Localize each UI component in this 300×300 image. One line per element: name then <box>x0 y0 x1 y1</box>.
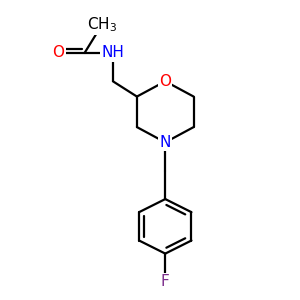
Text: O: O <box>52 45 64 60</box>
Text: O: O <box>159 74 171 89</box>
Text: N: N <box>160 135 171 150</box>
Text: F: F <box>161 274 170 290</box>
Text: CH$_3$: CH$_3$ <box>87 15 117 34</box>
Text: NH: NH <box>101 45 124 60</box>
